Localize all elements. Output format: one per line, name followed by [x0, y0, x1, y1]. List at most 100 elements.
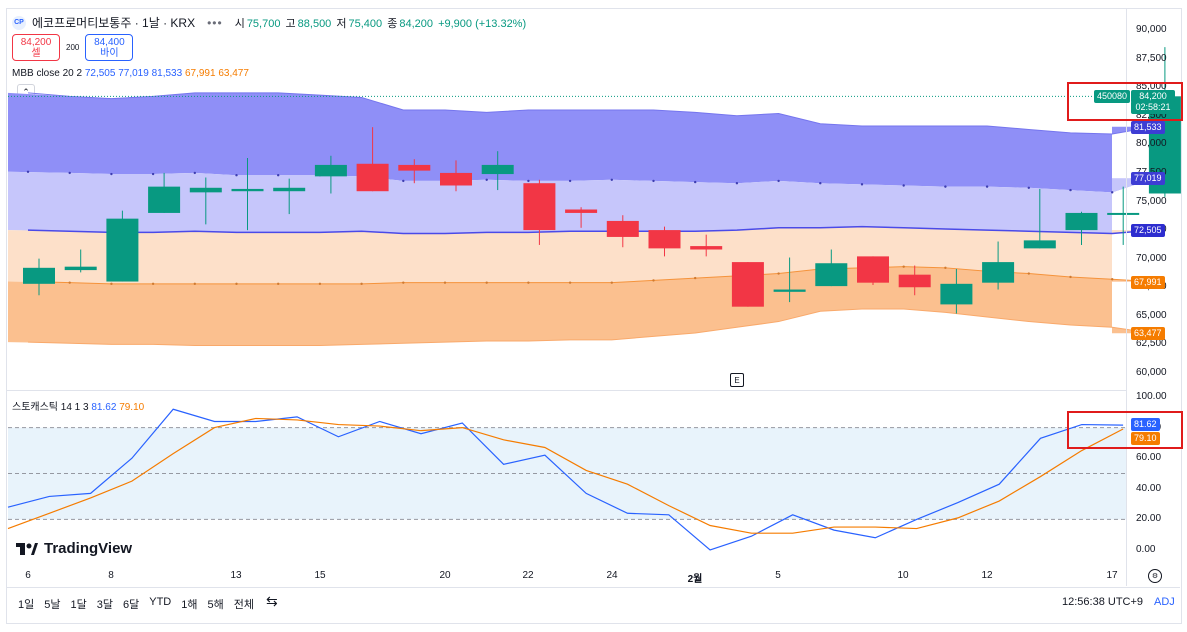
adjust-toggle[interactable]: ADJ: [1154, 596, 1175, 608]
middle-band-line: [27, 225, 1154, 235]
range-button[interactable]: 5해: [207, 599, 224, 611]
price-axis-tick: 62,500: [1136, 338, 1167, 350]
countdown-tag: 02:58:21: [1131, 101, 1175, 114]
stochastic-legend[interactable]: 스토캐스틱 14 1 3 81.62 79.10: [12, 398, 144, 413]
mbb-value-mid: 72,505: [84, 68, 116, 79]
oscillator-axis-tick: 60.00: [1136, 452, 1162, 464]
candle-body: [523, 183, 556, 231]
low-value: 75,400: [348, 17, 383, 30]
clock-time[interactable]: 12:56:38 UTC+9: [1062, 596, 1144, 608]
tradingview-logo: TradingView: [16, 540, 132, 557]
mbb-value-upper2: 81,533: [151, 68, 183, 79]
lower-band-1-line-point: [443, 281, 447, 284]
candle-body: [940, 283, 973, 305]
range-button[interactable]: 6달: [123, 599, 140, 611]
buy-button[interactable]: 84,400 바이: [85, 34, 134, 61]
upper-band-1-line-point: [902, 184, 905, 187]
stochastic-band-fill: [8, 427, 1126, 520]
time-axis-label: 13: [230, 570, 242, 581]
oscillator-axis-tick: 40.00: [1136, 482, 1162, 494]
high-label: 고: [285, 17, 296, 30]
lower-band-1-tag: 67,991: [1131, 275, 1165, 289]
candle-body: [398, 164, 431, 171]
upper-band-1-line-point: [944, 185, 947, 188]
symbol-title[interactable]: 에코프로머티보통주 · 1날 · KRX: [32, 16, 196, 30]
events-icon[interactable]: E: [730, 373, 744, 387]
range-button[interactable]: 3달: [96, 599, 113, 611]
lower-band-1-line-point: [151, 282, 155, 286]
middle-band-tag: 72,505: [1131, 224, 1165, 238]
candle-body: [857, 256, 889, 283]
range-button[interactable]: 1일: [18, 599, 35, 611]
upper-band-1-line-point: [652, 179, 655, 183]
lower-band-1-line-point: [944, 266, 947, 270]
lower-band-1-line-point: [68, 281, 71, 284]
candle-body: [565, 209, 598, 213]
candle-body: [273, 187, 306, 192]
lower-band-1-line-point: [527, 281, 530, 284]
price-axis-tick: 90,000: [1136, 24, 1167, 35]
mbb-legend[interactable]: MBB close 20 2 72,505 77,019 81,533 67,9…: [12, 68, 249, 79]
candle-body: [440, 172, 472, 186]
stochastic-k-tag: 81.62: [1131, 418, 1160, 432]
last-price-tag: 84,200: [1131, 90, 1175, 103]
pane-separator[interactable]: [6, 390, 1126, 391]
date-range-buttons: 1일 5날 1달 3달 6달 YTD 1해 5해 전체: [18, 596, 254, 612]
candle-body: [1107, 212, 1140, 215]
upper-band-1-line-point: [193, 171, 196, 175]
lower-band-1-line-point: [110, 282, 113, 286]
candle-body: [898, 274, 931, 288]
lower-band-1-line-point: [694, 276, 697, 280]
upper-band-1-line-point: [985, 185, 989, 188]
lower-band-1-line-point: [902, 265, 905, 268]
upper-band-1-line-point: [235, 174, 238, 177]
oscillator-axis-tick: 0.00: [1136, 544, 1156, 555]
more-options-icon[interactable]: •••: [207, 15, 223, 30]
range-button[interactable]: 5날: [44, 599, 61, 611]
oscillator-axis-tick: 20.00: [1136, 513, 1162, 525]
range-button[interactable]: YTD: [149, 596, 172, 608]
stochastic-d-value: 79.10: [119, 402, 145, 413]
range-button[interactable]: 전체: [233, 599, 254, 611]
close-label: 종: [387, 17, 398, 30]
buy-price: 84,400: [94, 36, 125, 48]
open-label: 시: [234, 17, 245, 30]
price-axis-border: [1126, 8, 1127, 586]
range-button[interactable]: 1해: [181, 599, 198, 611]
stochastic-d-tag: 79.10: [1131, 431, 1160, 445]
stochastic-d-line: [7, 417, 1124, 534]
time-axis-label: 15: [314, 570, 326, 581]
upper-band-1-line-point: [527, 179, 530, 183]
trade-buttons: 84,200 셀 200 84,400 바이: [12, 34, 134, 61]
candle-body: [1065, 212, 1098, 231]
lower-band-1-line-point: [652, 279, 655, 282]
candle-body: [606, 220, 639, 237]
upper-band-1-line-point: [402, 179, 405, 183]
sell-button[interactable]: 84,200 셀: [12, 34, 60, 61]
lower-band-2-line: [27, 308, 1154, 347]
upper-band-2-line: [27, 92, 1154, 135]
range-button[interactable]: 1달: [70, 599, 87, 611]
candle-body: [189, 187, 222, 193]
symbol-header: CP 에코프로머티보통주 · 1날 · KRX ••• 시 75,700 고 88,…: [12, 14, 528, 31]
price-axis-tick: 70,000: [1136, 252, 1167, 264]
go-to-date-icon[interactable]: ⇆: [266, 593, 278, 609]
candle-body: [982, 262, 1015, 283]
price-axis-tick: 85,000: [1136, 81, 1167, 93]
lower-band-1-line-point: [235, 282, 238, 286]
lower-band-2-tag: 63,477: [1131, 327, 1165, 341]
buy-label: 바이: [100, 47, 119, 59]
change-value: +9,900 (+13.32%): [438, 17, 527, 30]
lower-band-1-line-point: [568, 281, 572, 284]
price-pane: [8, 47, 1181, 347]
close-value: 84,200: [399, 17, 433, 30]
spread-value: 200: [66, 43, 80, 52]
settings-gear-icon[interactable]: ⚙: [1148, 569, 1162, 583]
upper-band-1-line-point: [485, 178, 488, 181]
time-axis-label: 12: [981, 570, 993, 581]
high-value: 88,500: [297, 17, 332, 30]
stochastic-k-value: 81.62: [91, 402, 117, 413]
ohlc-values: 시 75,700 고 88,500 저 75,400 종 84,200 +9,900 (…: [235, 15, 528, 31]
upper-band-1-line-point: [735, 182, 739, 185]
